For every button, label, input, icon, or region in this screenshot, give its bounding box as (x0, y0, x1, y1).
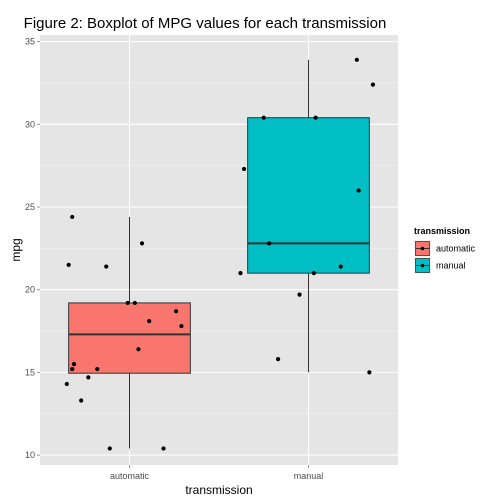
legend-key-point (420, 246, 425, 251)
point-manual (354, 57, 359, 62)
y-tick-label: 35 (25, 37, 35, 47)
point-manual (370, 82, 376, 87)
point-manual (297, 292, 302, 297)
box-manual (247, 59, 370, 373)
data-points (64, 57, 376, 451)
legend: transmission automatic manual (413, 226, 476, 275)
point-automatic (136, 347, 141, 352)
point-automatic (132, 300, 137, 306)
legend-key-point (420, 263, 425, 268)
box-body (68, 302, 191, 374)
point-automatic (125, 300, 130, 306)
point-automatic (79, 398, 84, 403)
point-manual (267, 241, 272, 246)
x-axis-ticks: automatic manual (110, 465, 323, 481)
point-automatic (66, 262, 71, 267)
point-manual (313, 115, 318, 120)
x-tick-label: manual (294, 471, 324, 481)
point-manual (367, 370, 372, 375)
point-automatic (70, 214, 75, 220)
point-automatic (70, 366, 75, 372)
x-axis-title: transmission (185, 483, 252, 497)
point-automatic (104, 264, 109, 269)
point-manual (356, 188, 361, 193)
y-tick-label: 30 (25, 119, 35, 129)
point-automatic (139, 241, 145, 246)
point-automatic (173, 309, 179, 314)
point-automatic (161, 446, 166, 451)
point-automatic (147, 319, 152, 324)
x-tick-label: automatic (110, 471, 150, 481)
point-automatic (179, 323, 184, 329)
y-axis-title: mpg (9, 238, 23, 261)
y-tick-label: 20 (25, 285, 35, 295)
point-automatic (86, 375, 91, 380)
chart-title: Figure 2: Boxplot of MPG values for each… (24, 15, 387, 32)
legend-label-automatic: automatic (436, 244, 476, 254)
point-automatic (95, 366, 100, 372)
point-manual (338, 264, 343, 269)
y-tick-label: 10 (25, 450, 35, 460)
y-axis-ticks: 10 15 20 25 30 35 (25, 37, 40, 460)
y-tick-label: 15 (25, 367, 35, 377)
boxes (68, 59, 370, 449)
y-tick-label: 25 (25, 202, 35, 212)
point-manual (241, 166, 247, 172)
box-body (247, 117, 370, 274)
point-manual (238, 271, 243, 276)
point-automatic (64, 381, 69, 387)
point-automatic (71, 362, 77, 367)
legend-title: transmission (414, 226, 470, 236)
legend-label-manual: manual (436, 261, 466, 271)
point-manual (261, 115, 266, 120)
point-manual (275, 357, 281, 362)
point-automatic (107, 446, 112, 451)
point-manual (311, 271, 316, 276)
